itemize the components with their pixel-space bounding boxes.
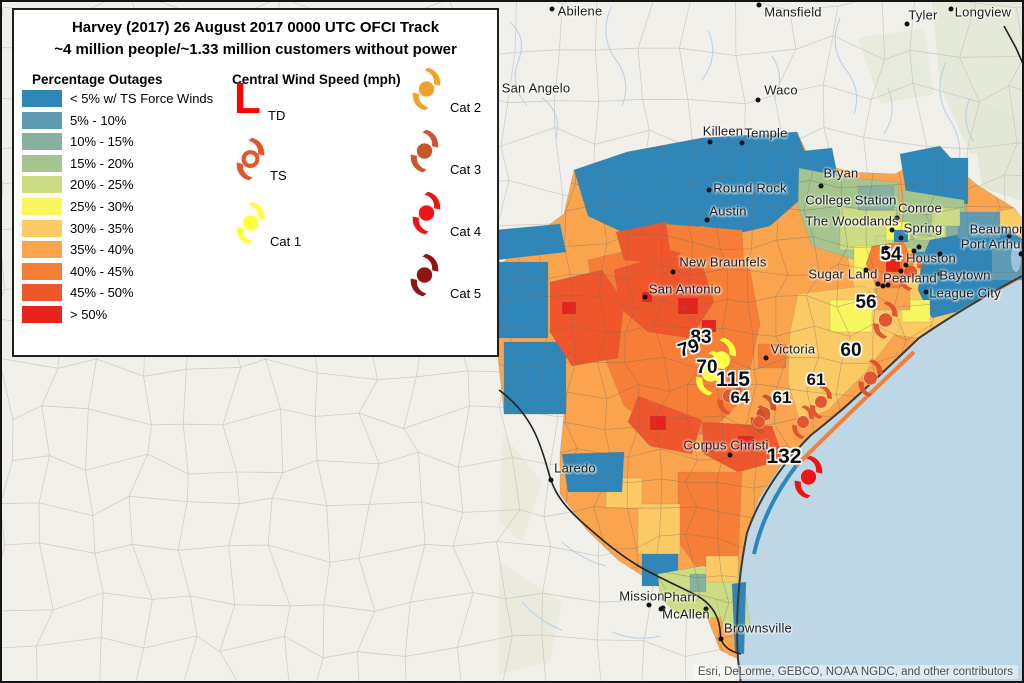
tropical-depression-icon: L <box>234 74 261 123</box>
outage-label: 25% - 30% <box>70 198 134 214</box>
outage-label: 45% - 50% <box>70 285 134 301</box>
wind-legend-title: Central Wind Speed (mph) <box>232 72 401 87</box>
barrier-islands <box>752 350 916 555</box>
outage-swatch <box>22 176 62 194</box>
rivers <box>509 5 975 639</box>
outage-legend-row: < 5% w/ TS Force Winds <box>22 90 213 107</box>
outage-swatch <box>22 241 62 259</box>
legend-title: Harvey (2017) 26 August 2017 0000 UTC OF… <box>14 17 497 61</box>
terrain-shading <box>499 2 1022 674</box>
sabine-lake <box>1011 244 1021 272</box>
outage-legend-row: 5% - 10% <box>22 111 213 129</box>
wind-class-label: Cat 2 <box>450 100 482 115</box>
outage-swatch <box>22 154 62 172</box>
outage-label: 20% - 25% <box>70 177 134 193</box>
hurricane-icon <box>412 191 441 235</box>
coastline <box>736 275 1022 681</box>
hurricane-icon <box>410 129 439 173</box>
legend-title-line1: Harvey (2017) 26 August 2017 0000 UTC OF… <box>71 19 440 36</box>
outage-swatch <box>22 197 62 215</box>
outage-label: 10% - 15% <box>70 134 134 150</box>
outage-legend-list: < 5% w/ TS Force Winds 5% - 10% 10% - 15% 1… <box>22 90 213 323</box>
outage-swatch <box>22 133 62 151</box>
choropleth <box>495 131 1022 660</box>
outage-label: 40% - 45% <box>70 263 134 279</box>
outage-swatch <box>22 305 62 323</box>
gulf-water <box>735 278 1022 681</box>
outage-label: 15% - 20% <box>70 155 134 171</box>
outage-swatch <box>22 90 62 107</box>
wind-class-label: TS <box>270 168 287 183</box>
map-attribution: Esri, DeLorme, GEBCO, NOAA NGDC, and oth… <box>692 665 1018 679</box>
outage-swatch <box>22 262 62 280</box>
outage-label: 30% - 35% <box>70 220 134 236</box>
legend-box: Harvey (2017) 26 August 2017 0000 UTC OF… <box>12 8 499 357</box>
hurricane-icon <box>412 67 441 111</box>
outage-swatch <box>22 284 62 302</box>
hurricane-icon <box>410 253 439 297</box>
outage-legend-title: Percentage Outages <box>32 72 163 87</box>
hurricane-icon <box>236 137 265 181</box>
state-border-ne <box>1003 25 1022 64</box>
outage-label: 5% - 10% <box>70 112 127 128</box>
outage-legend-row: 40% - 45% <box>22 262 213 280</box>
outage-legend-row: 30% - 35% <box>22 219 213 237</box>
wind-class-icon: L <box>234 77 261 121</box>
outage-legend-row: 15% - 20% <box>22 154 213 172</box>
outage-label: > 50% <box>70 306 108 322</box>
wind-class-label: Cat 5 <box>450 286 482 301</box>
wind-class-label: TD <box>268 108 286 123</box>
wind-class-label: Cat 3 <box>450 162 482 177</box>
outage-legend-row: 20% - 25% <box>22 176 213 194</box>
outage-legend-row: 25% - 30% <box>22 197 213 215</box>
wind-class-label: Cat 4 <box>450 224 482 239</box>
outage-legend-row: 10% - 15% <box>22 133 213 151</box>
hurricane-icon <box>236 201 265 245</box>
outage-swatch <box>22 219 62 237</box>
outage-legend-row: 45% - 50% <box>22 284 213 302</box>
rio-grande-border <box>498 389 742 655</box>
outage-legend-row: 35% - 40% <box>22 241 213 259</box>
outage-label: 35% - 40% <box>70 242 134 258</box>
outage-legend-row: > 50% <box>22 305 213 323</box>
outage-swatch <box>22 111 62 129</box>
wind-class-label: Cat 1 <box>270 234 302 249</box>
outage-label: < 5% w/ TS Force Winds <box>70 91 214 106</box>
legend-title-line2: ~4 million people/~1.33 million customer… <box>54 40 457 58</box>
